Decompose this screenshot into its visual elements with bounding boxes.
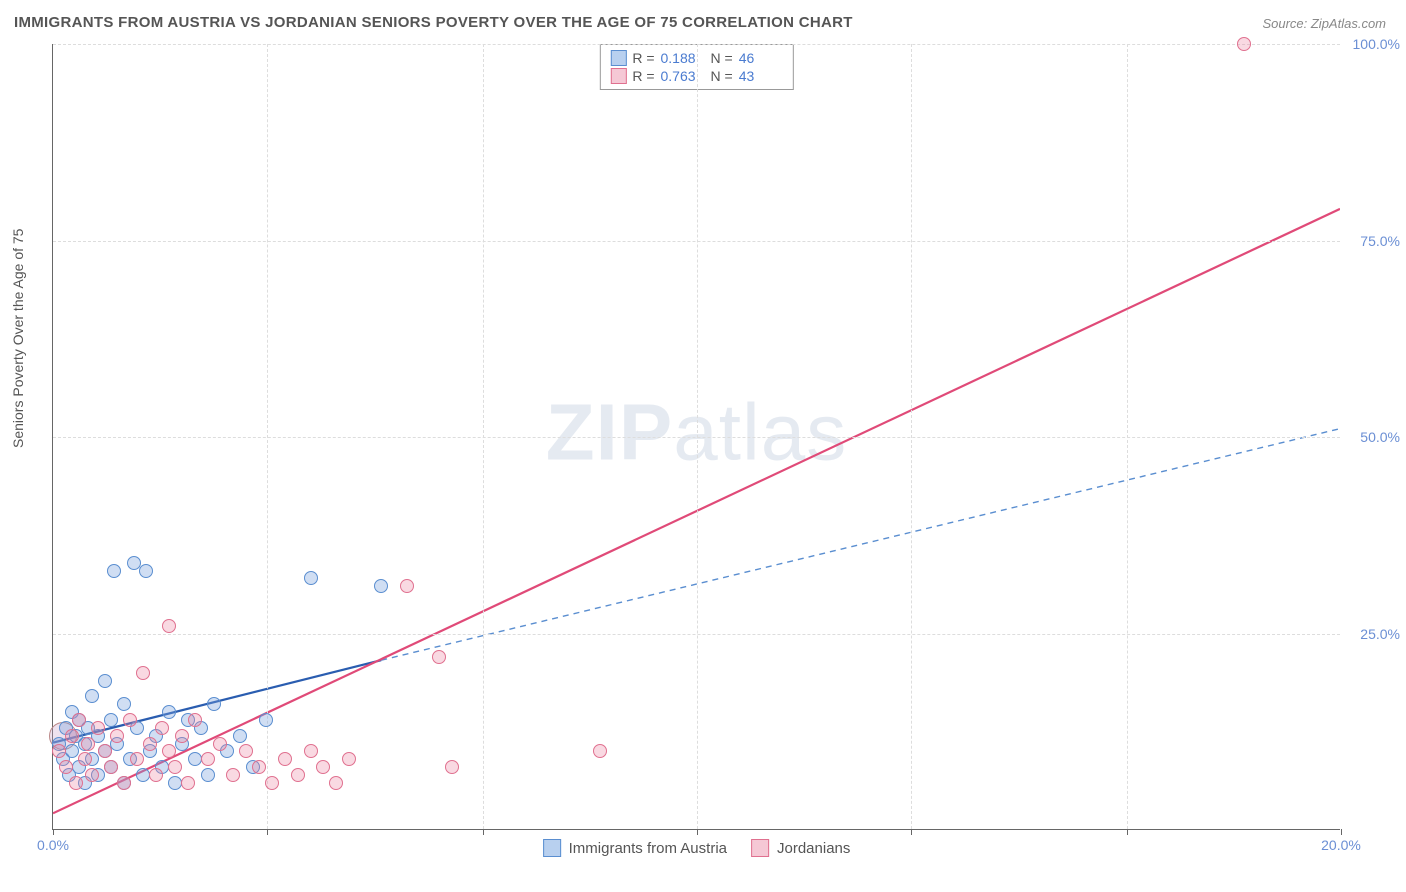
scatter-point bbox=[98, 744, 112, 758]
series-legend: Immigrants from Austria Jordanians bbox=[543, 839, 851, 857]
trend-line-ext bbox=[381, 429, 1340, 661]
scatter-point bbox=[98, 674, 112, 688]
scatter-point bbox=[265, 776, 279, 790]
y-tick-label: 50.0% bbox=[1360, 429, 1400, 445]
legend-swatch bbox=[543, 839, 561, 857]
chart-title: IMMIGRANTS FROM AUSTRIA VS JORDANIAN SEN… bbox=[14, 14, 853, 31]
y-tick-label: 100.0% bbox=[1353, 36, 1400, 52]
scatter-point bbox=[52, 744, 66, 758]
scatter-point bbox=[432, 650, 446, 664]
x-tick-mark bbox=[911, 829, 912, 835]
scatter-point bbox=[374, 579, 388, 593]
x-tick-mark bbox=[53, 829, 54, 835]
scatter-point bbox=[213, 737, 227, 751]
scatter-point bbox=[155, 721, 169, 735]
scatter-point bbox=[593, 744, 607, 758]
scatter-point bbox=[107, 564, 121, 578]
scatter-point bbox=[162, 705, 176, 719]
scatter-point bbox=[400, 579, 414, 593]
stat-n-value: 46 bbox=[739, 50, 783, 66]
scatter-point bbox=[207, 697, 221, 711]
scatter-point bbox=[162, 744, 176, 758]
scatter-point bbox=[139, 564, 153, 578]
scatter-point bbox=[117, 697, 131, 711]
scatter-point bbox=[291, 768, 305, 782]
grid-line-v bbox=[483, 44, 484, 829]
scatter-point bbox=[81, 737, 95, 751]
scatter-point bbox=[127, 556, 141, 570]
grid-line-v bbox=[697, 44, 698, 829]
scatter-point bbox=[78, 752, 92, 766]
x-tick-label: 0.0% bbox=[37, 837, 69, 853]
scatter-point bbox=[85, 768, 99, 782]
scatter-point bbox=[201, 768, 215, 782]
series-legend-item: Jordanians bbox=[751, 839, 850, 857]
scatter-point bbox=[304, 571, 318, 585]
scatter-point bbox=[445, 760, 459, 774]
scatter-point bbox=[342, 752, 356, 766]
legend-swatch bbox=[751, 839, 769, 857]
x-tick-mark bbox=[483, 829, 484, 835]
x-tick-mark bbox=[267, 829, 268, 835]
scatter-point bbox=[201, 752, 215, 766]
scatter-point bbox=[233, 729, 247, 743]
grid-line-v bbox=[267, 44, 268, 829]
series-name: Immigrants from Austria bbox=[569, 840, 727, 857]
stat-r-label: R = bbox=[632, 68, 654, 84]
scatter-point bbox=[278, 752, 292, 766]
y-axis-label: Seniors Poverty Over the Age of 75 bbox=[10, 229, 26, 448]
x-tick-mark bbox=[1341, 829, 1342, 835]
scatter-point bbox=[91, 721, 105, 735]
scatter-point bbox=[259, 713, 273, 727]
scatter-point bbox=[1237, 37, 1251, 51]
grid-line-v bbox=[1127, 44, 1128, 829]
scatter-point bbox=[85, 689, 99, 703]
scatter-point bbox=[168, 760, 182, 774]
scatter-point bbox=[329, 776, 343, 790]
grid-line-v bbox=[911, 44, 912, 829]
scatter-point bbox=[130, 752, 144, 766]
scatter-point bbox=[304, 744, 318, 758]
scatter-point bbox=[117, 776, 131, 790]
scatter-point bbox=[136, 666, 150, 680]
stat-n-label: N = bbox=[711, 68, 733, 84]
scatter-point bbox=[110, 729, 124, 743]
scatter-point bbox=[104, 713, 118, 727]
scatter-point bbox=[149, 768, 163, 782]
source-label: Source: ZipAtlas.com bbox=[1262, 16, 1386, 31]
scatter-point bbox=[181, 776, 195, 790]
stat-n-label: N = bbox=[711, 50, 733, 66]
scatter-point bbox=[123, 713, 137, 727]
x-tick-label: 20.0% bbox=[1321, 837, 1361, 853]
x-tick-mark bbox=[1127, 829, 1128, 835]
y-tick-label: 75.0% bbox=[1360, 233, 1400, 249]
scatter-point bbox=[239, 744, 253, 758]
legend-swatch bbox=[610, 68, 626, 84]
plot-area: ZIPatlas R =0.188N =46R =0.763N =43 Immi… bbox=[52, 44, 1340, 830]
scatter-point bbox=[69, 776, 83, 790]
scatter-point bbox=[162, 619, 176, 633]
y-tick-label: 25.0% bbox=[1360, 626, 1400, 642]
scatter-point bbox=[72, 713, 86, 727]
stat-r-label: R = bbox=[632, 50, 654, 66]
scatter-point bbox=[226, 768, 240, 782]
scatter-point bbox=[59, 760, 73, 774]
series-legend-item: Immigrants from Austria bbox=[543, 839, 727, 857]
scatter-point bbox=[143, 737, 157, 751]
scatter-point bbox=[65, 744, 79, 758]
scatter-point bbox=[175, 729, 189, 743]
scatter-point bbox=[316, 760, 330, 774]
scatter-point bbox=[65, 729, 79, 743]
scatter-point bbox=[252, 760, 266, 774]
stat-n-value: 43 bbox=[739, 68, 783, 84]
scatter-point bbox=[188, 713, 202, 727]
x-tick-mark bbox=[697, 829, 698, 835]
legend-swatch bbox=[610, 50, 626, 66]
scatter-point bbox=[104, 760, 118, 774]
series-name: Jordanians bbox=[777, 840, 850, 857]
